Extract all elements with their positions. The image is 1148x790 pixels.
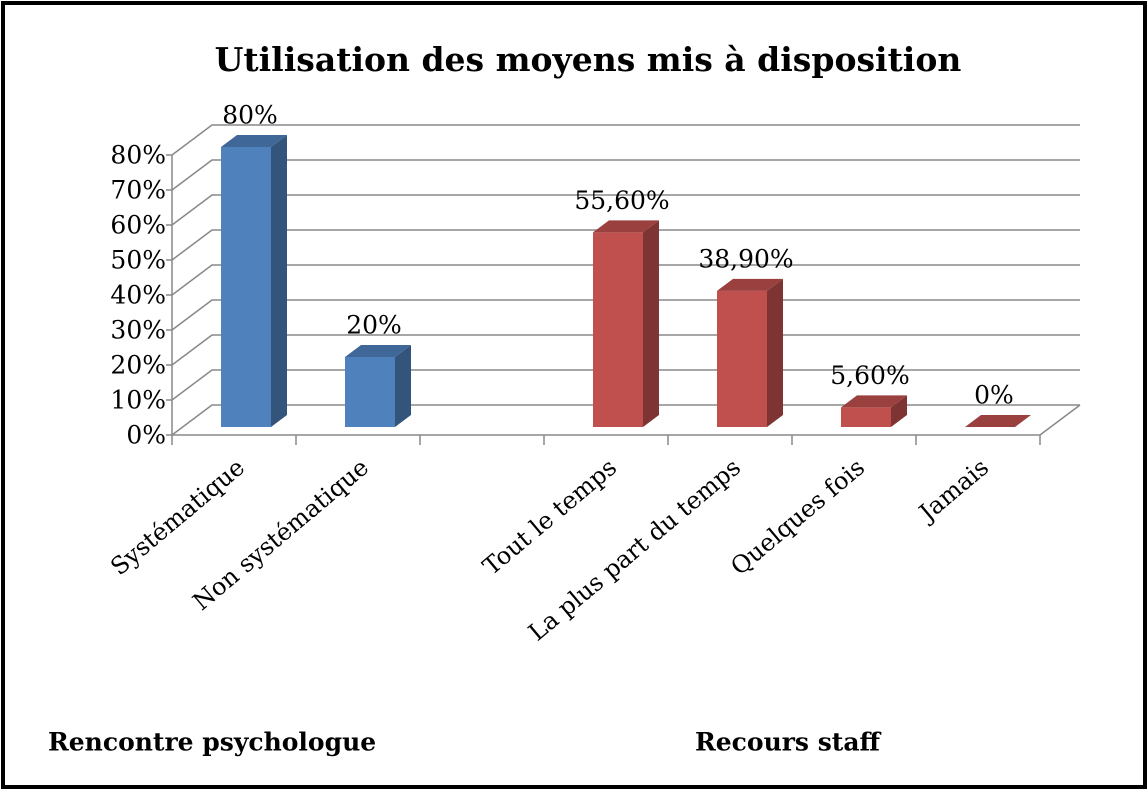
- y-tick-label: 70%: [110, 176, 166, 205]
- grid-line: [171, 264, 1080, 296]
- data-label: 80%: [222, 101, 278, 130]
- legend-label: Rencontre psychologue: [48, 728, 376, 757]
- bar-front: [221, 147, 271, 427]
- bar-top: [345, 345, 411, 357]
- grid-line: [171, 299, 1080, 331]
- data-label: 55,60%: [574, 186, 669, 215]
- bar-top: [965, 415, 1031, 427]
- bar-front: [841, 407, 891, 427]
- data-label: 38,90%: [698, 244, 793, 273]
- y-tick-label: 80%: [110, 141, 166, 170]
- data-label: 20%: [346, 311, 402, 340]
- chart-title: Utilisation des moyens mis à disposition: [215, 40, 962, 79]
- y-tick-label: 30%: [110, 316, 166, 345]
- bar-side: [767, 278, 783, 427]
- legend-label: Recours staff: [695, 728, 882, 757]
- bar-top: [717, 278, 783, 291]
- y-tick-label: 50%: [110, 246, 166, 275]
- bar-top: [593, 220, 659, 233]
- bar-front: [593, 232, 643, 427]
- bar-side: [643, 220, 659, 427]
- y-tick-label: 20%: [110, 351, 166, 380]
- y-tick-label: 0%: [126, 421, 166, 450]
- data-label: 5,60%: [830, 361, 909, 390]
- y-tick-label: 10%: [110, 386, 166, 415]
- grid-line: [171, 334, 1080, 366]
- bar-top: [221, 135, 287, 147]
- bar-front: [345, 357, 395, 427]
- bar-side: [395, 345, 411, 427]
- grid-line: [171, 159, 1080, 191]
- grid-line: [171, 369, 1080, 401]
- grid-line: [171, 404, 1080, 436]
- bar-side: [271, 135, 287, 427]
- y-tick-label: 60%: [110, 211, 166, 240]
- bar-top: [841, 395, 907, 408]
- grid-line: [171, 194, 1080, 226]
- grid-line: [171, 124, 1080, 156]
- bar-front: [717, 290, 767, 427]
- bar-side: [891, 395, 907, 427]
- y-tick-label: 40%: [110, 281, 166, 310]
- grid-line: [171, 229, 1080, 261]
- data-label: 0%: [974, 381, 1014, 410]
